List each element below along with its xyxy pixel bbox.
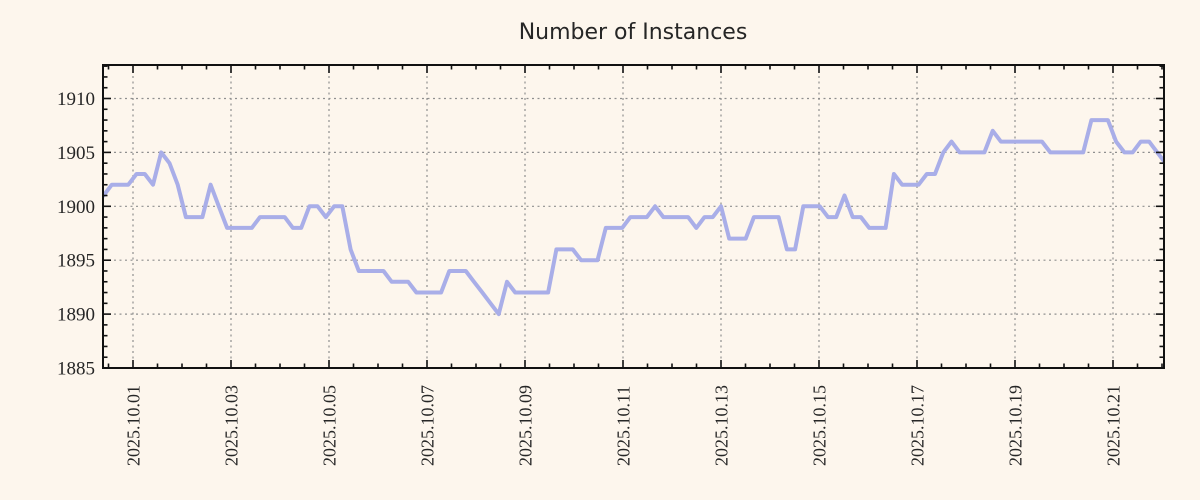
x-tick-label: 2025.10.19 — [1006, 385, 1026, 466]
label-layer: 1885 1890 1895 1900 1905 1910 2025.10.01 2025.1… — [57, 89, 1124, 466]
x-tick-label: 2025.10.01 — [124, 385, 144, 466]
data-line — [103, 118, 1164, 317]
y-tick-label: 1900 — [57, 197, 95, 218]
y-tick-label: 1890 — [57, 305, 95, 326]
series-layer — [103, 118, 1164, 317]
plot-border — [102, 64, 1165, 369]
y-tick-label: 1885 — [57, 359, 95, 380]
x-tick-label: 2025.10.21 — [1104, 385, 1124, 466]
x-tick-label: 2025.10.17 — [908, 385, 928, 466]
y-tick-label: 1910 — [57, 89, 95, 110]
x-tick-label: 2025.10.07 — [418, 385, 438, 466]
x-tick-label: 2025.10.13 — [712, 385, 732, 466]
chart-title: Number of Instances — [519, 20, 748, 45]
y-tick-label: 1905 — [57, 143, 95, 164]
axes-layer — [102, 64, 1165, 369]
y-tick-label: 1895 — [57, 251, 95, 272]
x-tick-label: 2025.10.05 — [320, 385, 340, 466]
x-tick-label: 2025.10.15 — [810, 385, 830, 466]
x-tick-label: 2025.10.03 — [222, 385, 242, 466]
x-tick-label: 2025.10.11 — [614, 386, 634, 466]
x-tick-label: 2025.10.09 — [516, 385, 536, 466]
